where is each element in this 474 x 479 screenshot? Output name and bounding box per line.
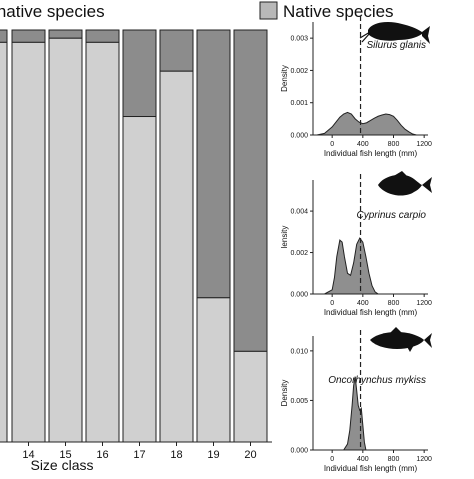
density-panel-silurus-glanis: 0 400 800 1200 0.000 0.001 0.002 0.003 Individua… [280,16,432,158]
density-x-tick-label: 400 [357,456,369,463]
legend-swatch-native [259,1,278,20]
density-area [316,111,417,136]
legend-label-nonnative: Non-native species [0,2,105,21]
bar-native-15 [48,37,83,443]
bar-native-18 [159,70,194,443]
bar-nonnative-14 [11,29,46,43]
bar-nonnative-17 [122,29,157,118]
species-label: Oncorhynchus mykiss [328,375,426,386]
x-tick-label-19: 19 [207,449,219,461]
density-panel-cyprinus-carpio: 0 400 800 1200 0.000 0.002 0.004 Individual fis… [280,174,432,317]
species-label: Cyprinus carpio [357,210,427,221]
density-x-tick-label: 800 [388,300,400,307]
x-tick-label-17: 17 [133,449,145,461]
density-y-tick-label: 0.002 [290,250,308,257]
density-x-tick-label: 0 [330,300,334,307]
density-x-axis-label: Individual fish length (mm) [324,464,418,473]
x-tick-label-16: 16 [96,449,108,461]
bar-native-16 [85,41,120,443]
bar-native-19 [196,297,231,443]
bar-nonnative-15 [48,29,83,39]
bar-native-14 [11,41,46,443]
bar-nonnative-20 [233,29,268,352]
main-bar-chart: Size class 14 15 16 17 18 19 20 [0,29,272,473]
bar-nonnative-16 [85,29,120,43]
density-y-tick-label: 0.002 [290,68,308,75]
x-tick-label-14: 14 [22,449,34,461]
density-panel-oncorhynchus-mykiss: 0 400 800 1200 0.000 0.005 0.010 Individual fis… [280,330,432,473]
density-y-tick-label: 0.000 [290,133,308,140]
density-x-tick-label: 0 [330,456,334,463]
density-x-tick-label: 1200 [416,300,432,307]
density-y-tick-label: 0.004 [290,209,308,216]
density-y-tick-label: 0.000 [290,292,308,299]
bar-native-20 [233,350,268,443]
bar-native-17 [122,116,157,443]
bar-nonnative-19 [196,29,231,299]
bar-nonnative-18 [159,29,194,72]
density-y-axis-label: Density [280,65,289,92]
species-label: Silurus glanis [367,40,426,51]
bar-partial-nonnative [0,29,8,43]
legend: Non-native species Native species [0,1,394,21]
density-x-tick-label: 1200 [416,141,432,148]
main-x-axis-label: Size class [30,457,93,473]
density-y-axis-label: Density [280,380,289,407]
density-x-tick-label: 400 [357,300,369,307]
density-y-tick-label: 0.005 [290,398,308,405]
density-x-axis-label: Individual fish length (mm) [324,149,418,158]
catfish-icon [359,22,430,44]
density-x-tick-label: 1200 [416,456,432,463]
x-tick-label-18: 18 [170,449,182,461]
density-area [324,237,380,295]
density-x-axis-label: Individual fish length (mm) [324,308,418,317]
density-x-tick-label: 800 [388,141,400,148]
density-x-tick-label: 400 [357,141,369,148]
trout-icon [370,327,432,352]
density-y-tick-label: 0.000 [290,448,308,455]
density-x-tick-label: 0 [330,141,334,148]
x-tick-label-15: 15 [59,449,71,461]
x-tick-label-20: 20 [244,449,256,461]
legend-label-native: Native species [283,2,394,21]
density-y-tick-label: 0.001 [290,100,308,107]
density-area [342,376,367,451]
density-y-tick-label: 0.010 [290,348,308,355]
density-y-tick-label: 0.003 [290,36,308,43]
bar-partial-native [0,41,8,443]
density-y-axis-label: lensity [280,226,289,249]
carp-icon [378,171,432,196]
density-x-tick-label: 800 [388,456,400,463]
